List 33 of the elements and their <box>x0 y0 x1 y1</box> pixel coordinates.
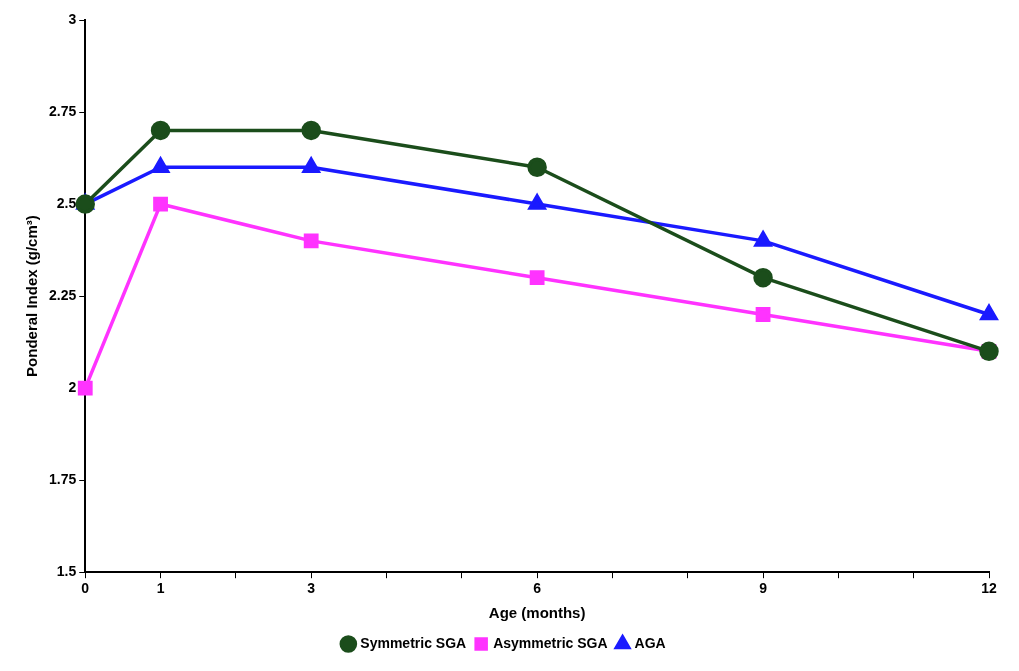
point <box>529 270 545 286</box>
y-tick-label: 2.25 <box>49 286 77 303</box>
point <box>755 307 771 322</box>
point <box>528 194 546 210</box>
legend-label: Asymmetric SGA <box>493 634 608 651</box>
y-tick-label: 1.75 <box>49 471 77 488</box>
point <box>75 194 95 214</box>
point <box>150 120 171 141</box>
y-tick-label: 2.5 <box>56 194 77 211</box>
point <box>527 157 547 177</box>
legend-label: AGA <box>634 634 666 651</box>
y-axis-title: Ponderal Index (g/cm³) <box>23 215 41 377</box>
y-tick-label: 2 <box>68 378 77 395</box>
x-tick-label: 0 <box>81 580 90 597</box>
legend-label: Symmetric SGA <box>360 634 467 651</box>
point <box>301 120 321 141</box>
point <box>153 196 168 212</box>
point <box>77 380 93 396</box>
point <box>754 231 772 247</box>
x-tick-label: 12 <box>981 580 997 597</box>
point <box>753 267 773 288</box>
point <box>980 304 998 321</box>
point <box>302 157 320 173</box>
x-tick-label: 6 <box>533 580 542 597</box>
x-axis-title: Age (months) <box>488 604 586 622</box>
y-tick-label: 3 <box>68 10 77 27</box>
y-tick-label: 1.5 <box>56 563 77 580</box>
x-tick-label: 1 <box>156 580 165 597</box>
x-tick-label: 9 <box>759 580 768 597</box>
y-tick-label: 2.75 <box>49 102 77 119</box>
point <box>151 157 170 173</box>
x-tick-label: 3 <box>307 580 316 597</box>
point <box>303 233 319 249</box>
